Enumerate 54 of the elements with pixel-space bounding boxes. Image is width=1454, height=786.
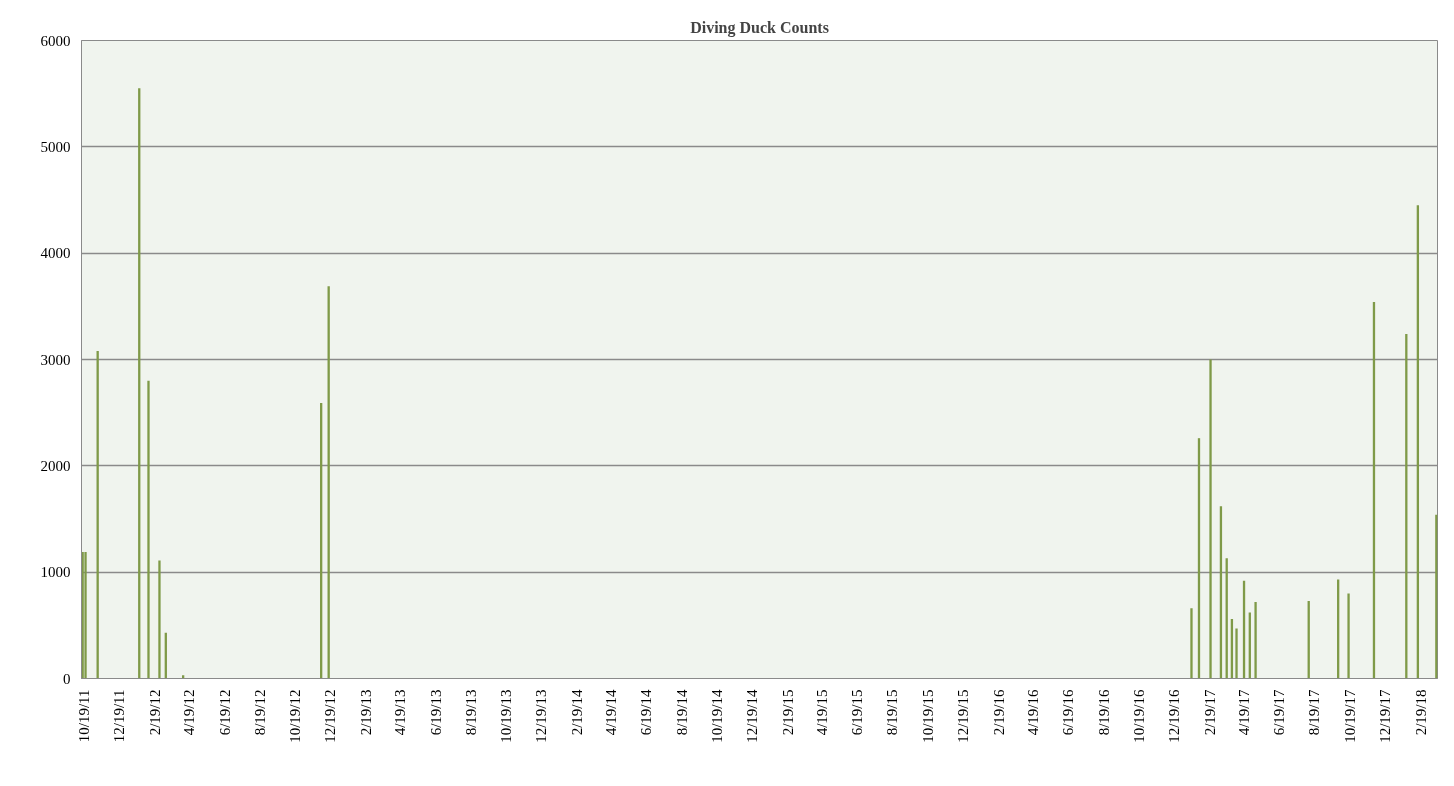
x-tick-label: 2/19/13 xyxy=(358,689,375,736)
bar xyxy=(1209,359,1212,679)
x-tick-label: 4/19/12 xyxy=(181,689,198,736)
x-tick-label: 10/19/15 xyxy=(919,689,936,743)
x-tick-label: 6/19/13 xyxy=(427,689,444,736)
bar xyxy=(1190,608,1193,679)
bar xyxy=(1347,593,1350,679)
x-tick-label: 8/19/12 xyxy=(251,689,268,736)
x-tick-label: 8/19/14 xyxy=(673,689,690,736)
x-tick-label: 4/19/17 xyxy=(1236,689,1253,736)
y-tick-label: 1000 xyxy=(40,564,71,581)
x-tick-label: 2/19/17 xyxy=(1201,689,1218,736)
x-tick-label: 8/19/17 xyxy=(1306,689,1323,736)
y-tick-label: 4000 xyxy=(40,245,71,262)
x-tick-label: 2/19/15 xyxy=(779,689,796,736)
y-tick-label: 2000 xyxy=(40,457,71,474)
bar xyxy=(147,380,150,679)
x-tick-label: 4/19/16 xyxy=(1025,689,1042,736)
x-tick-label: 12/19/17 xyxy=(1376,689,1393,743)
x-tick-label: 6/19/15 xyxy=(849,689,866,736)
x-tick-label: 2/19/14 xyxy=(569,689,586,736)
x-tick-label: 10/19/14 xyxy=(708,689,725,743)
y-tick-label: 5000 xyxy=(40,138,71,155)
x-tick-label: 12/19/16 xyxy=(1166,689,1183,743)
x-tick-label: 8/19/15 xyxy=(884,689,901,736)
x-tick-label: 10/19/17 xyxy=(1341,689,1358,743)
x-tick-label: 8/19/16 xyxy=(1095,689,1112,736)
chart-title: Diving Duck Counts xyxy=(690,18,829,37)
x-tick-label: 6/19/17 xyxy=(1271,689,1288,736)
x-tick-label: 4/19/15 xyxy=(813,689,830,736)
x-tick-label: 6/19/14 xyxy=(638,689,655,736)
x-tick-label: 10/19/12 xyxy=(287,689,304,743)
y-tick-label: 3000 xyxy=(40,351,71,368)
x-tick-label: 4/19/13 xyxy=(392,689,409,736)
x-tick-label: 12/19/11 xyxy=(111,689,128,743)
x-tick-label: 2/19/12 xyxy=(146,689,163,736)
x-tick-label: 10/19/16 xyxy=(1130,689,1147,743)
bar xyxy=(1254,601,1257,679)
x-tick-label: 2/19/16 xyxy=(990,689,1007,736)
x-tick-label: 6/19/16 xyxy=(1060,689,1077,736)
y-tick-label: 6000 xyxy=(40,32,71,49)
y-tick-label: 0 xyxy=(63,670,71,687)
x-tick-label: 10/19/11 xyxy=(75,689,92,743)
bar xyxy=(1235,628,1238,679)
x-tick-label: 12/19/14 xyxy=(743,689,760,743)
x-tick-label: 8/19/13 xyxy=(462,689,479,736)
x-tick-label: 12/19/12 xyxy=(322,689,339,743)
bar xyxy=(158,560,161,679)
x-tick-label: 12/19/13 xyxy=(533,689,550,743)
x-tick-label: 4/19/14 xyxy=(603,689,620,736)
x-tick-label: 10/19/13 xyxy=(497,689,514,743)
x-tick-label: 12/19/15 xyxy=(954,689,971,743)
x-tick-label: 2/19/18 xyxy=(1412,689,1429,736)
x-tick-label: 6/19/12 xyxy=(216,689,233,736)
